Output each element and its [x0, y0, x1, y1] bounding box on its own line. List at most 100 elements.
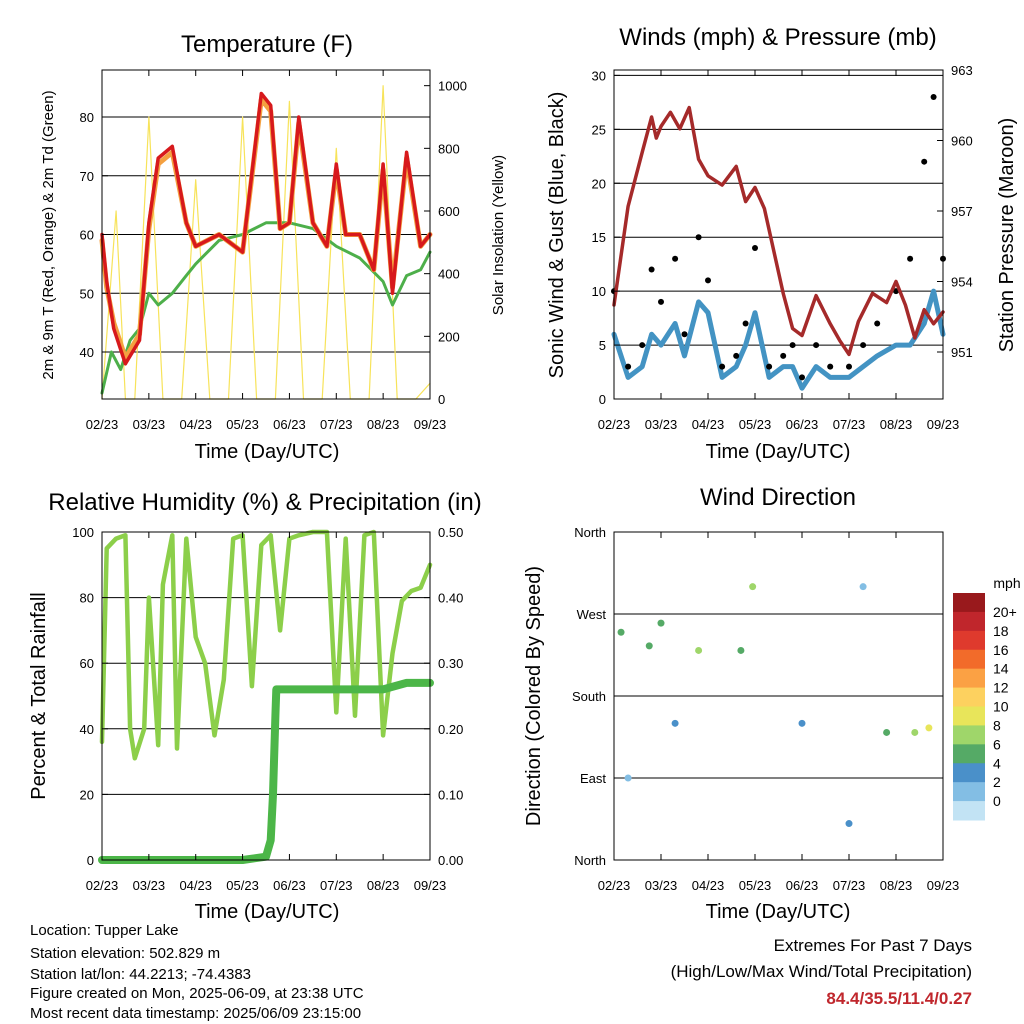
temperature-y2-ticks: 0 200 400 600 800 1000 — [424, 79, 467, 407]
speed-colorbar: mph 20+ 18 16 14 12 10 8 6 4 2 0 — [953, 575, 1021, 821]
humidity-y-label: Percent & Total Rainfall — [28, 592, 50, 800]
x-tick-label: 07/23 — [320, 417, 353, 432]
wind-direction-y-ticks: North West South East North — [572, 525, 620, 868]
x-tick-label: 05/23 — [226, 417, 259, 432]
colorbar-label: 20+ — [993, 604, 1017, 620]
elevation-text: Station elevation: 502.829 m — [30, 945, 220, 962]
colorbar-swatch — [953, 687, 985, 707]
humidity-y2-ticks: 0.00 0.10 0.20 0.30 0.40 0.50 — [424, 525, 463, 868]
x-tick-label: 03/23 — [645, 878, 678, 893]
y-tick-label: 50 — [80, 286, 94, 301]
direction-point — [624, 774, 632, 782]
winds-x-label: Time (Day/UTC) — [706, 441, 851, 463]
colorbar-swatch — [953, 763, 985, 783]
gust-point — [658, 298, 664, 305]
latlon-text: Station lat/lon: 44.2213; -74.4383 — [30, 966, 251, 983]
y-tick-label: 60 — [80, 656, 94, 671]
y2-tick-label: 0.10 — [438, 787, 463, 802]
colorbar-label: 2 — [993, 774, 1001, 790]
x-tick-label: 03/23 — [645, 417, 678, 432]
x-tick-label: 07/23 — [833, 878, 866, 893]
x-tick-label: 02/23 — [598, 878, 631, 893]
x-tick-label: 06/23 — [273, 417, 306, 432]
gust-point — [874, 320, 881, 327]
y-tick-label: 25 — [592, 122, 606, 137]
y-tick-label: 15 — [592, 230, 606, 245]
series-line-2m-td — [100, 221, 432, 395]
gust-point — [681, 331, 688, 338]
winds-title: Winds (mph) & Pressure (mb) — [619, 24, 936, 51]
y2-tick-label: 0.40 — [438, 591, 463, 606]
colorbar-title: mph — [993, 575, 1020, 591]
colorbar-label: 18 — [993, 623, 1009, 639]
x-tick-label: 09/23 — [414, 417, 447, 432]
gust-point — [921, 158, 928, 165]
x-tick-label: 02/23 — [598, 417, 631, 432]
humidity-plot-frame — [101, 531, 431, 861]
series-line-station-pressure — [612, 105, 945, 357]
gust-point — [799, 374, 805, 381]
gust-point — [672, 255, 679, 262]
wind-direction-gridlines — [614, 613, 943, 779]
y2-tick-label: 957 — [951, 204, 973, 219]
humidity-title: Relative Humidity (%) & Precipitation (i… — [48, 489, 481, 516]
x-tick-label: 04/23 — [692, 878, 725, 893]
gust-point — [639, 342, 646, 349]
station-info: Location: Tupper Lake Station elevation:… — [30, 922, 364, 1022]
y2-tick-label: 954 — [951, 275, 973, 290]
y-tick-label: 10 — [592, 284, 606, 299]
direction-point — [845, 820, 853, 828]
gust-point — [625, 363, 632, 370]
direction-point — [645, 642, 653, 650]
gust-point — [705, 277, 711, 284]
y2-tick-label: 0.00 — [438, 853, 463, 868]
temperature-y-label: 2m & 9m T (Red, Orange) & 2m Td (Green) — [40, 90, 57, 379]
colorbar-swatch — [953, 593, 985, 613]
x-tick-label: 02/23 — [86, 878, 119, 893]
humidity-series — [98, 529, 434, 864]
winds-y2-label: Station Pressure (Maroon) — [996, 118, 1018, 353]
extremes-box: Extremes For Past 7 Days (High/Low/Max W… — [671, 936, 972, 1008]
gust-point — [648, 266, 655, 273]
gust-point — [827, 363, 834, 370]
winds-panel: Winds (mph) & Pressure (mb) 0 5 10 15 20 25 30… — [546, 24, 1018, 463]
winds-gridlines — [614, 74, 943, 346]
y-tick-label: 30 — [592, 68, 606, 83]
wind-direction-x-ticks: 02/23 03/23 04/23 05/23 06/23 07/23 08/23 09/23 — [598, 532, 959, 893]
gust-point — [695, 234, 702, 241]
y-tick-label: South — [572, 689, 606, 704]
winds-y-label: Sonic Wind & Gust (Blue, Black) — [546, 92, 568, 379]
x-tick-label: 06/23 — [273, 878, 306, 893]
colorbar-swatch — [953, 706, 985, 726]
y-tick-label: East — [580, 771, 606, 786]
y-tick-label: North — [574, 853, 606, 868]
colorbar-label: 4 — [993, 755, 1001, 771]
y2-tick-label: 0.20 — [438, 722, 463, 737]
colorbar-label: 12 — [993, 680, 1009, 696]
direction-point — [925, 724, 933, 732]
colorbar-label: 16 — [993, 642, 1009, 658]
recent-data-text: Most recent data timestamp: 2025/06/09 2… — [30, 1005, 361, 1022]
direction-point — [749, 583, 757, 591]
temperature-y-ticks: 40 50 60 70 80 — [80, 110, 108, 360]
gust-point — [813, 342, 820, 349]
y2-tick-label: 1000 — [438, 79, 467, 94]
direction-point — [671, 719, 679, 727]
y-tick-label: 70 — [80, 169, 94, 184]
colorbar-label: 10 — [993, 699, 1009, 715]
humidity-x-label: Time (Day/UTC) — [195, 901, 340, 923]
location-text: Location: Tupper Lake — [30, 922, 178, 939]
temperature-title: Temperature (F) — [181, 31, 353, 58]
x-tick-label: 04/23 — [179, 878, 212, 893]
x-tick-label: 08/23 — [367, 878, 400, 893]
colorbar-swatch — [953, 649, 985, 670]
colorbar-swatch — [953, 725, 985, 745]
colorbar-swatch — [953, 782, 985, 802]
x-tick-label: 09/23 — [414, 878, 447, 893]
humidity-gridlines — [102, 597, 430, 795]
gust-point — [780, 352, 787, 359]
gust-point — [907, 255, 914, 262]
x-tick-label: 06/23 — [786, 417, 819, 432]
x-tick-label: 06/23 — [786, 878, 819, 893]
colorbar-swatch — [953, 801, 985, 821]
